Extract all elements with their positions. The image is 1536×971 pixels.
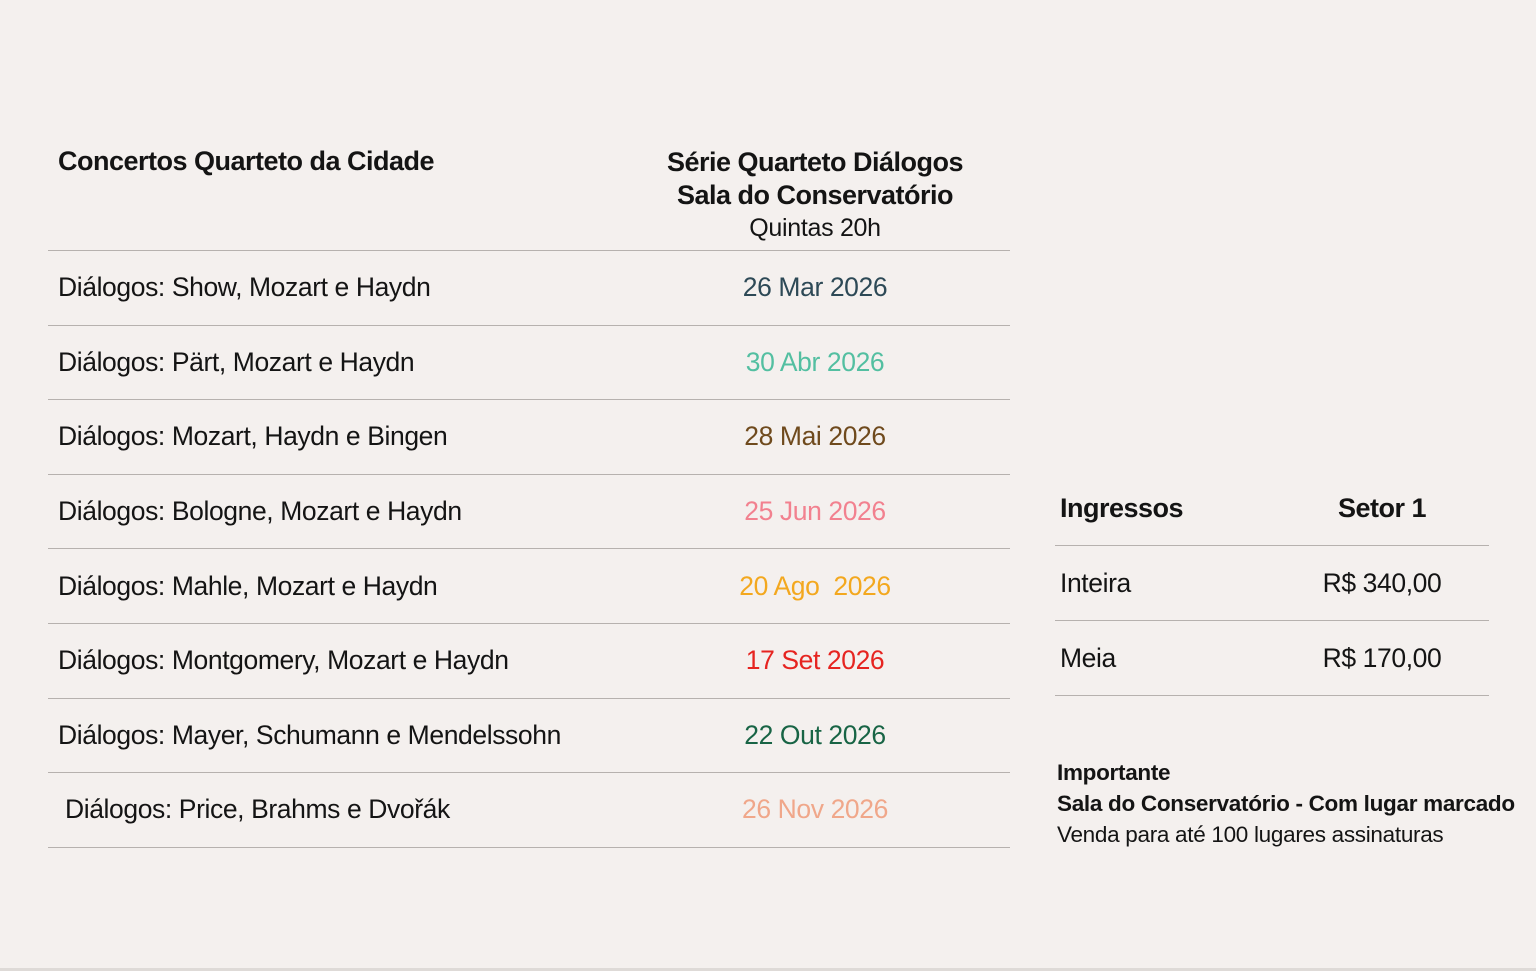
tickets-title: Ingressos — [1060, 493, 1184, 523]
important-notes: Importante Sala do Conservatório - Com l… — [1057, 757, 1515, 850]
concert-date: 26 Mar 2026 — [742, 272, 888, 303]
series-title: Série Quarteto Diálogos — [666, 147, 964, 177]
concert-date: 20 Ago 2026 — [739, 570, 891, 601]
concert-date: 22 Out 2026 — [744, 719, 886, 750]
ticket-price: R$ 340,00 — [1322, 567, 1442, 598]
page-title: Concertos Quarteto da Cidade — [58, 146, 435, 176]
concert-program: Diálogos: Show, Mozart e Haydn — [58, 272, 431, 303]
concert-row: Diálogos: Mozart, Haydn e Bingen 28 Mai … — [48, 400, 1010, 475]
sales-note: Venda para até 100 lugares assinaturas — [1057, 822, 1444, 847]
seating-note: Sala do Conservatório - Com lugar marcad… — [1057, 791, 1515, 816]
ticket-price: R$ 170,00 — [1322, 642, 1442, 673]
venue-subtitle: Sala do Conservatório — [676, 180, 954, 210]
ticket-row: Inteira R$ 340,00 — [1055, 546, 1489, 621]
concert-row: Diálogos: Montgomery, Mozart e Haydn 17 … — [48, 624, 1010, 699]
concert-date: 17 Set 2026 — [745, 645, 885, 676]
bottom-edge-divider — [0, 968, 1536, 971]
concert-row: Diálogos: Price, Brahms e Dvořák 26 Nov … — [48, 773, 1010, 848]
concert-row: Diálogos: Mayer, Schumann e Mendelssohn … — [48, 699, 1010, 774]
concert-row: Diálogos: Bologne, Mozart e Haydn 25 Jun… — [48, 475, 1010, 550]
sector-header: Setor 1 — [1337, 493, 1427, 523]
concert-program: Diálogos: Montgomery, Mozart e Haydn — [58, 645, 509, 676]
tickets-header: Ingressos Setor 1 — [1055, 472, 1489, 546]
schedule-header: Concertos Quarteto da Cidade Série Quart… — [48, 130, 1010, 251]
concert-date: 30 Abr 2026 — [745, 346, 885, 377]
important-note-title: Importante — [1057, 760, 1171, 785]
ticket-type: Meia — [1060, 642, 1116, 673]
time-subtitle: Quintas 20h — [749, 214, 881, 242]
concert-date: 26 Nov 2026 — [742, 794, 888, 825]
concert-row: Diálogos: Show, Mozart e Haydn 26 Mar 20… — [48, 251, 1010, 326]
concert-program: Diálogos: Pärt, Mozart e Haydn — [58, 346, 415, 377]
concert-row: Diálogos: Pärt, Mozart e Haydn 30 Abr 20… — [48, 326, 1010, 401]
concert-program: Diálogos: Bologne, Mozart e Haydn — [58, 496, 462, 527]
concert-program: Diálogos: Mayer, Schumann e Mendelssohn — [58, 719, 561, 750]
concert-date: 25 Jun 2026 — [744, 496, 886, 527]
concert-program: Diálogos: Mozart, Haydn e Bingen — [58, 421, 448, 452]
tickets-table: Ingressos Setor 1 Inteira R$ 340,00 Meia… — [1055, 472, 1489, 696]
concert-date: 28 Mai 2026 — [744, 421, 886, 452]
ticket-type: Inteira — [1060, 567, 1131, 598]
concert-program: Diálogos: Price, Brahms e Dvořák — [58, 794, 450, 825]
concert-row: Diálogos: Mahle, Mozart e Haydn 20 Ago 2… — [48, 549, 1010, 624]
concert-program: Diálogos: Mahle, Mozart e Haydn — [58, 570, 438, 601]
series-header: Série Quarteto Diálogos Sala do Conserva… — [660, 146, 970, 244]
ticket-row: Meia R$ 170,00 — [1055, 621, 1489, 696]
concert-schedule-table: Concertos Quarteto da Cidade Série Quart… — [48, 130, 1010, 848]
